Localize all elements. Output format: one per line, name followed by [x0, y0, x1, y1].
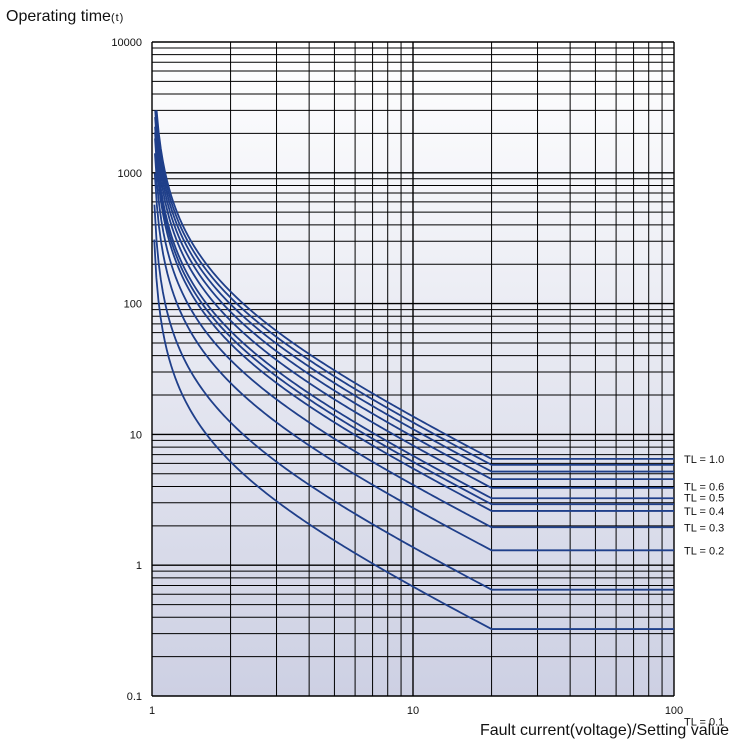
x-tick-label: 10: [407, 705, 419, 717]
series-labels: TL = 0.05TL = 0.1TL = 0.2TL = 0.3TL = 0.…: [684, 454, 724, 728]
series-line: [155, 110, 674, 466]
tick-labels: 0.1 1 10 100 1000 10000 1 10 100: [111, 37, 683, 717]
series-line: [153, 239, 674, 630]
y-tick-label: 100: [124, 299, 142, 311]
y-axis-label: Operating time(t): [6, 8, 124, 26]
series-label: TL = 0.2: [684, 545, 724, 557]
y-tick-label: 10000: [111, 37, 142, 49]
series-line: [154, 153, 674, 529]
series-label: TL = 0.3: [684, 522, 724, 534]
y-axis-title: Operating time: [6, 8, 111, 25]
series-label: TL = 0.4: [684, 506, 724, 518]
y-tick-label: 1: [136, 560, 142, 572]
series-line: [154, 132, 674, 506]
grid: [151, 41, 675, 697]
series-line: [154, 116, 674, 489]
series-line: [154, 110, 674, 481]
series-line: [155, 110, 674, 460]
series-line: [153, 173, 674, 552]
series-label: TL = 0.5: [684, 492, 724, 504]
series-line: [154, 110, 674, 473]
x-tick-label: 100: [665, 705, 683, 717]
series-line: [153, 204, 674, 591]
x-tick-label: 1: [149, 705, 155, 717]
series-line: [154, 138, 674, 512]
y-tick-label: 0.1: [127, 691, 142, 703]
x-axis-label: Fault current(voltage)/Setting value: [479, 722, 729, 739]
series-label: TL = 1.0: [684, 454, 724, 466]
y-tick-label: 1000: [118, 168, 142, 180]
y-axis-unit: (t): [110, 12, 125, 24]
series-curves: [153, 110, 674, 630]
series-label: TL = 0.6: [684, 481, 724, 493]
series-label: TL = 0.1: [684, 716, 724, 728]
y-tick-label: 10: [130, 429, 142, 441]
series-line: [154, 126, 674, 500]
